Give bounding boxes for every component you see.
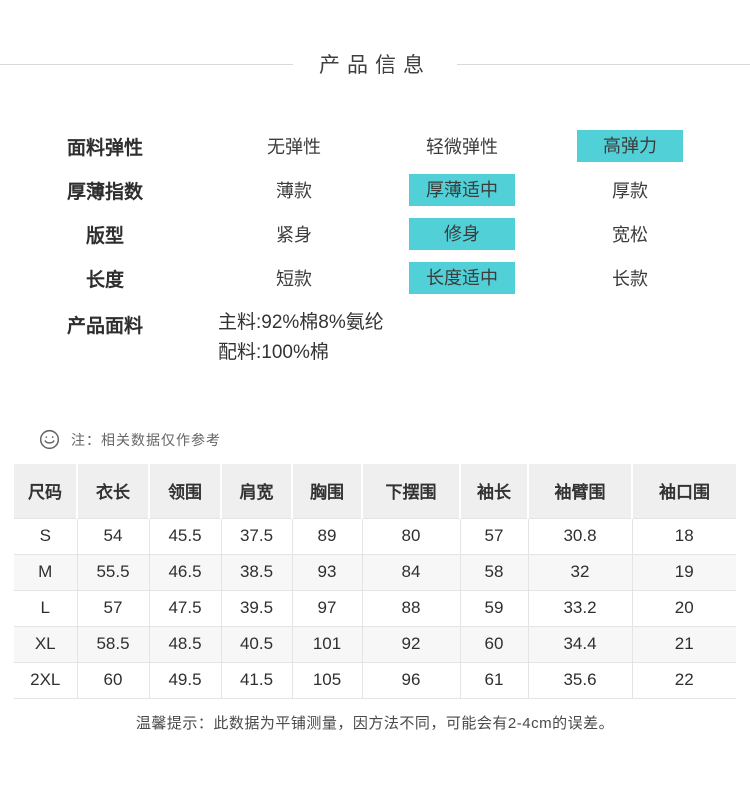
property-label: 面料弹性	[66, 137, 143, 159]
size-table-cell: 33.2	[528, 589, 633, 626]
size-table-column-header: 肩宽	[221, 464, 293, 518]
property-option-selected: 厚薄适中	[409, 174, 515, 206]
size-table-cell: 60	[77, 661, 150, 699]
title-divider-right	[457, 63, 750, 65]
size-table-cell: 30.8	[528, 517, 633, 554]
size-table-column-header: 袖臂围	[528, 464, 633, 518]
size-table-row: XL 58.5 48.5 40.5 101 92 60 34.4 21	[14, 625, 736, 662]
page-title: 产品信息	[319, 54, 431, 77]
property-label: 厚薄指数	[66, 181, 143, 203]
size-table-column-header: 尺码	[14, 464, 78, 518]
fabric-content: 主料:92%棉8%氨纶 配料:100%棉	[210, 308, 750, 368]
property-option: 无弹性	[267, 137, 321, 157]
size-table-cell: 58.5	[77, 625, 150, 662]
fabric-label: 产品面料	[66, 316, 143, 337]
property-option-selected: 修身	[409, 218, 515, 250]
smiley-icon	[38, 428, 61, 451]
fabric-line: 主料:92%棉8%氨纶	[218, 312, 384, 333]
size-table-column-header: 袖长	[460, 464, 529, 518]
size-table-column-header: 衣长	[77, 464, 150, 518]
size-table-cell: XL	[14, 625, 78, 662]
size-table-cell: 45.5	[149, 517, 222, 554]
size-table-cell: 21	[632, 625, 736, 662]
product-properties: 面料弹性 无弹性 轻微弹性 高弹力 厚薄指数 薄款 厚薄适中 厚款 版型 紧身 修身 宽松 长度 短款 长度…	[0, 124, 750, 300]
size-table-cell: 40.5	[221, 625, 293, 662]
size-table-body: S 54 45.5 37.5 89 80 57 30.8 18 M 55.5 46.5 38.5 93 84…	[14, 517, 736, 699]
fabric-line: 配料:100%棉	[218, 342, 329, 363]
size-table-column-header: 胸围	[292, 464, 363, 518]
size-table-cell: 22	[632, 661, 736, 699]
property-option: 轻微弹性	[426, 137, 498, 157]
property-row: 厚薄指数 薄款 厚薄适中 厚款	[0, 168, 750, 212]
size-table-cell: 19	[632, 553, 736, 590]
fabric-composition-row: 产品面料 主料:92%棉8%氨纶 配料:100%棉	[0, 308, 750, 368]
property-option: 紧身	[276, 225, 312, 245]
size-table-cell: 48.5	[149, 625, 222, 662]
size-table-row: L 57 47.5 39.5 97 88 59 33.2 20	[14, 589, 736, 626]
property-row: 长度 短款 长度适中 长款	[0, 256, 750, 300]
size-table-cell: 41.5	[221, 661, 293, 699]
size-table-cell: L	[14, 589, 78, 626]
size-table-cell: 60	[460, 625, 529, 662]
property-option: 薄款	[276, 181, 312, 201]
reference-note-text: 注：相关数据仅作参考	[71, 431, 221, 448]
size-table-cell: 58	[460, 553, 529, 590]
property-option-selected: 高弹力	[577, 130, 683, 162]
size-table-cell: 88	[362, 589, 461, 626]
size-table-column-header: 袖口围	[632, 464, 736, 518]
size-table-cell: 55.5	[77, 553, 150, 590]
property-row: 面料弹性 无弹性 轻微弹性 高弹力	[0, 124, 750, 168]
size-table-cell: 59	[460, 589, 529, 626]
size-table-cell: 54	[77, 517, 150, 554]
size-table-cell: 37.5	[221, 517, 293, 554]
size-table-cell: 47.5	[149, 589, 222, 626]
property-option: 短款	[276, 269, 312, 289]
measurement-disclaimer: 温馨提示：此数据为平铺测量，因方法不同，可能会有2-4cm的误差。	[135, 714, 615, 732]
size-table-cell: 20	[632, 589, 736, 626]
size-table-cell: 101	[292, 625, 363, 662]
size-table-column-header: 领围	[149, 464, 222, 518]
property-option-selected: 长度适中	[409, 262, 515, 294]
size-table-cell: 32	[528, 553, 633, 590]
title-divider-left	[0, 63, 293, 65]
size-table-cell: 39.5	[221, 589, 293, 626]
size-table-header: 尺码 衣长 领围 肩宽 胸围 下摆围 袖长 袖臂围 袖口围	[14, 464, 736, 518]
size-table-cell: 2XL	[14, 661, 78, 699]
property-option: 宽松	[612, 225, 648, 245]
size-table-column-header: 下摆围	[362, 464, 461, 518]
size-table-row: S 54 45.5 37.5 89 80 57 30.8 18	[14, 517, 736, 554]
size-table-cell: 35.6	[528, 661, 633, 699]
property-row: 版型 紧身 修身 宽松	[0, 212, 750, 256]
reference-note: 注：相关数据仅作参考	[38, 428, 750, 451]
size-table-row: M 55.5 46.5 38.5 93 84 58 32 19	[14, 553, 736, 590]
size-table-cell: 105	[292, 661, 363, 699]
size-table-cell: 57	[77, 589, 150, 626]
size-table-cell: 49.5	[149, 661, 222, 699]
size-table-cell: 61	[460, 661, 529, 699]
size-table: 尺码 衣长 领围 肩宽 胸围 下摆围 袖长 袖臂围 袖口围 S 54 45.5 37.5 89 80 57 3…	[14, 464, 736, 699]
size-table-cell: 18	[632, 517, 736, 554]
size-table-cell: 89	[292, 517, 363, 554]
size-table-cell: S	[14, 517, 78, 554]
size-table-cell: 92	[362, 625, 461, 662]
size-table-cell: 80	[362, 517, 461, 554]
size-table-cell: 93	[292, 553, 363, 590]
property-option: 厚款	[612, 181, 648, 201]
size-table-cell: 97	[292, 589, 363, 626]
size-table-cell: 84	[362, 553, 461, 590]
property-option: 长款	[612, 269, 648, 289]
size-table-cell: 57	[460, 517, 529, 554]
property-label: 版型	[85, 225, 124, 247]
size-table-row: 2XL 60 49.5 41.5 105 96 61 35.6 22	[14, 661, 736, 699]
size-table-cell: 34.4	[528, 625, 633, 662]
size-table-cell: 96	[362, 661, 461, 699]
size-table-cell: M	[14, 553, 78, 590]
size-table-cell: 46.5	[149, 553, 222, 590]
size-table-cell: 38.5	[221, 553, 293, 590]
section-title-row: 产品信息	[0, 46, 750, 82]
property-label: 长度	[85, 269, 124, 291]
